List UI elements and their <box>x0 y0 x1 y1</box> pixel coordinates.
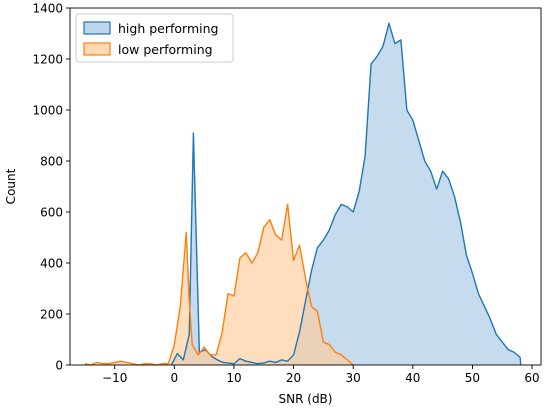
axes-layer: −10 0 10 20 30 40 50 60020040060080010001200140… <box>32 2 542 385</box>
x-tick-label: 0 <box>171 371 179 385</box>
y-tick-label: 800 <box>40 155 63 169</box>
series-layer <box>84 22 522 366</box>
plot-frame <box>69 7 542 366</box>
y-tick-label: 600 <box>40 206 63 220</box>
y-tick-label: 0 <box>55 359 63 373</box>
legend-label-low-performing: low performing <box>118 42 213 57</box>
y-tick-label: 200 <box>40 308 63 322</box>
x-axis-label: SNR (dB) <box>279 392 333 406</box>
y-tick-label: 1000 <box>32 104 63 118</box>
y-tick-label: 1200 <box>32 53 63 67</box>
legend-swatch-high-performing <box>83 21 111 35</box>
x-tick-label: 50 <box>465 371 480 385</box>
y-tick-label: 1400 <box>32 2 63 16</box>
x-tick-label: 40 <box>405 371 420 385</box>
series-area-low-performing <box>84 204 354 365</box>
legend-swatch-low-performing <box>83 42 111 56</box>
legend: high performing low performing <box>75 13 234 63</box>
x-tick-label: 60 <box>524 371 539 385</box>
x-tick-label: 10 <box>226 371 241 385</box>
legend-label-high-performing: high performing <box>118 21 218 36</box>
x-tick-label: −10 <box>102 371 127 385</box>
x-tick-label: 30 <box>346 371 361 385</box>
y-axis-label: Count <box>4 168 18 204</box>
series-line-low-performing <box>84 203 354 366</box>
legend-box <box>75 13 234 63</box>
y-tick-label: 400 <box>40 257 63 271</box>
series-area-high-performing <box>171 23 521 366</box>
series-line-high-performing <box>170 22 522 366</box>
x-tick-label: 20 <box>286 371 301 385</box>
